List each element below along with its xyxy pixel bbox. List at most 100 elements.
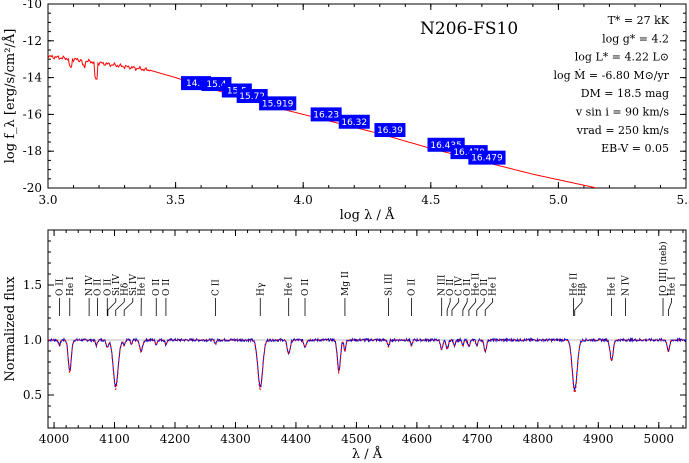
spectrum-y-tick-label: 1.5 [23, 278, 42, 292]
photometry-magnitude: 15.4 [206, 80, 226, 90]
line-id: O II [103, 278, 113, 316]
sed-y-tick-label: -12 [23, 34, 42, 48]
spectrum-x-axis-label: λ / Å [352, 446, 383, 462]
line-id-label: He I [608, 276, 618, 296]
line-id: [O III] (neb) [658, 241, 669, 316]
line-id: O II [152, 278, 162, 316]
sed-x-tick-label: 4.5 [421, 193, 440, 207]
sed-y-tick-label: -10 [23, 0, 42, 11]
spectrum-y-tick-label: 0.5 [23, 388, 42, 402]
line-id-label: O II [94, 278, 104, 296]
line-id-label: O II [152, 278, 162, 296]
sed-x-tick-label: 3.5 [166, 193, 185, 207]
photometry-magnitude: 16.23 [313, 110, 339, 120]
spectrum-x-tick-label: 4000 [39, 432, 70, 446]
line-id-label: C II [212, 279, 222, 296]
star-name: N206-FS10 [420, 19, 518, 39]
stellar-parameter: EB-V = 0.05 [601, 142, 669, 155]
observed-spectrum [48, 336, 686, 392]
photometry-marker: 15.919 [259, 96, 297, 111]
line-id: He I [137, 276, 147, 316]
photometry-magnitude: 14.1 [186, 79, 206, 89]
line-id-connector [451, 301, 459, 311]
photometry-marker: 16.479 [468, 150, 506, 165]
spectrum-panel: 4000 4100 4200 4300 4400 4500 4600 4700 4800 4900… [3, 229, 687, 462]
photometry-magnitude: 16.435 [430, 141, 462, 151]
stellar-parameter: log Ṁ = -6.80 M⊙/yr [553, 68, 669, 82]
line-id: He II [468, 272, 482, 316]
line-id-label: N IV [622, 275, 632, 296]
stellar-parameter: DM = 18.5 mag [581, 87, 669, 100]
line-id: Hγ [256, 283, 266, 316]
line-id-label: He II [472, 272, 482, 296]
sed-y-tick-label: -18 [23, 144, 42, 158]
spectrum-plot-frame [47, 229, 687, 429]
photometry-box [310, 107, 342, 122]
line-id-label: Si IV [112, 274, 122, 296]
line-id: N IV [85, 275, 95, 316]
spectrum-x-tick-label: 4100 [99, 432, 130, 446]
spectrum-x-tick-label: 4200 [160, 432, 191, 446]
spectrum-x-tick-label: 4300 [220, 432, 251, 446]
line-id-connector [468, 301, 476, 311]
spectrum-x-tick-label: 4700 [462, 432, 493, 446]
line-id-label: O II [446, 278, 456, 296]
line-id: O II [301, 278, 311, 316]
line-id-label: He I [66, 276, 76, 296]
line-id-connector [484, 301, 493, 311]
line-id-label: [O III] (neb) [658, 241, 669, 296]
sed-y-axis-label: log f_λ [erg/s/cm²/Å] [2, 29, 18, 164]
line-id-label: O II [480, 278, 490, 296]
spectrum-x-tick-label: 4400 [281, 432, 312, 446]
photometry-magnitude: 15.919 [262, 99, 294, 109]
line-id: Hδ [115, 283, 130, 316]
stellar-parameter: v sin i = 90 km/s [575, 106, 669, 119]
line-id: C II [212, 279, 222, 316]
line-id-label: O II [162, 278, 172, 296]
line-id-label: He I [285, 276, 295, 296]
line-id: Si III [384, 273, 394, 316]
line-id: O II [476, 278, 490, 316]
spectrum-x-tick-label: 4500 [341, 432, 372, 446]
sed-panel: 3.0 3.5 4.0 4.5 5.0 5.5 -10 -12 -14 -16 -18 -20 14.… [2, 0, 689, 223]
line-id: Si IV [123, 274, 139, 316]
line-id: O II [55, 278, 65, 316]
line-id-label: Si IV [129, 274, 139, 296]
line-id-label: O II [301, 278, 311, 296]
photometry-magnitude: 16.32 [341, 118, 367, 128]
sed-axis-ticks: 3.0 3.5 4.0 4.5 5.0 5.5 -10 -12 -14 -16 -18 -20 [23, 0, 689, 207]
spectrum-x-tick-label: 4800 [523, 432, 554, 446]
stellar-parameter: vrad = 250 km/s [576, 124, 670, 137]
photometry-magnitude: 16.479 [471, 154, 503, 164]
line-id: Hβ [574, 283, 588, 316]
line-id-connector [476, 301, 485, 311]
line-id: He I [484, 276, 499, 316]
line-id: O II [162, 278, 172, 316]
line-id-label: Hγ [256, 283, 266, 296]
line-id-label: N IV [85, 275, 95, 296]
sed-x-axis-label: log λ / Å [340, 207, 395, 223]
photometry-magnitude: 16.39 [377, 126, 403, 136]
line-id-label: He II [570, 272, 580, 296]
line-id-label: He I [668, 276, 678, 296]
line-id: O II [446, 278, 456, 316]
line-id-connector [446, 301, 451, 311]
line-id: Mg II [341, 271, 351, 316]
sed-model-curve [48, 54, 597, 188]
line-id: He I [285, 276, 295, 316]
line-id: C IV [451, 276, 465, 316]
photometry-box [468, 150, 506, 165]
stellar-parameter: T* = 27 kK [608, 14, 670, 27]
line-id: He I [66, 276, 76, 316]
line-id-label: O II [55, 278, 65, 296]
line-id-connector [123, 301, 134, 311]
line-id-connector [462, 301, 468, 311]
photometry-box [338, 114, 370, 129]
spectrum-y-tick-label: 1.0 [23, 333, 42, 347]
line-id: N IV [622, 275, 632, 316]
line-id-label: O II [463, 278, 473, 296]
line-id: He II [570, 272, 580, 316]
sed-x-tick-label: 5.5 [676, 193, 689, 207]
line-id-label: O II [407, 278, 417, 296]
